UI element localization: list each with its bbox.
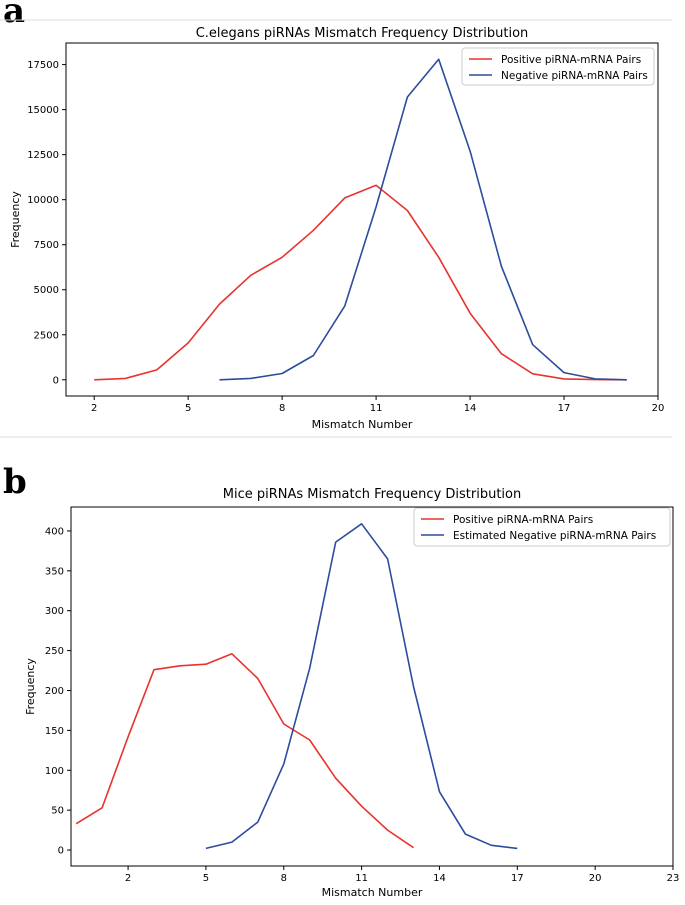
y-tick-label: 5000	[34, 285, 59, 296]
panel-label-a: a	[3, 0, 25, 31]
x-axis-label: Mismatch Number	[322, 886, 423, 899]
series-line-positive	[75, 652, 414, 849]
panel-label-b: b	[3, 462, 27, 502]
series-line-negative	[219, 58, 627, 381]
chart-celegans: C.elegans piRNAs Mismatch Frequency Dist…	[9, 26, 664, 431]
legend-entry-negative: Estimated Negative piRNA-mRNA Pairs	[453, 530, 656, 542]
x-tick-label: 2	[91, 403, 97, 414]
x-tick-label: 14	[464, 403, 477, 414]
x-tick-label: 14	[433, 873, 446, 884]
chart-title: Mice piRNAs Mismatch Frequency Distribut…	[223, 487, 522, 502]
x-tick-label: 20	[652, 403, 665, 414]
y-tick-label: 200	[45, 686, 64, 697]
legend-box	[413, 507, 671, 547]
legend-entry-positive: Positive piRNA-mRNA Pairs	[501, 54, 641, 66]
x-tick-label: 20	[589, 873, 602, 884]
chart-mice: Mice piRNAs Mismatch Frequency Distribut…	[24, 487, 679, 899]
x-tick-label: 8	[281, 873, 287, 884]
x-tick-label: 11	[355, 873, 368, 884]
series-line-positive	[94, 184, 627, 381]
y-tick-label: 250	[45, 646, 64, 657]
y-tick-label: 10000	[27, 195, 59, 206]
legend-entry-negative: Negative piRNA-mRNA Pairs	[501, 70, 648, 82]
legend-entry-positive: Positive piRNA-mRNA Pairs	[453, 514, 593, 526]
x-tick-label: 5	[185, 403, 191, 414]
y-axis-label: Frequency	[24, 658, 37, 715]
y-axis-label: Frequency	[9, 191, 22, 248]
y-tick-label: 17500	[27, 60, 59, 71]
x-axis-label: Mismatch Number	[312, 418, 413, 431]
legend-box	[461, 47, 655, 86]
y-tick-label: 0	[58, 846, 64, 857]
plot-frame	[65, 42, 659, 397]
y-tick-label: 350	[45, 566, 64, 577]
x-tick-label: 23	[667, 873, 680, 884]
plot-frame	[70, 506, 674, 867]
y-tick-label: 100	[45, 766, 64, 777]
x-tick-label: 17	[558, 403, 571, 414]
x-tick-label: 8	[279, 403, 285, 414]
series-line-negative	[205, 522, 518, 850]
x-tick-label: 11	[370, 403, 383, 414]
x-tick-label: 17	[511, 873, 524, 884]
y-tick-label: 12500	[27, 150, 59, 161]
chart-title: C.elegans piRNAs Mismatch Frequency Dist…	[196, 26, 529, 41]
y-tick-label: 2500	[34, 330, 59, 341]
y-tick-label: 150	[45, 726, 64, 737]
y-tick-label: 7500	[34, 240, 59, 251]
y-tick-label: 0	[53, 375, 59, 386]
y-tick-label: 300	[45, 606, 64, 617]
x-tick-label: 2	[125, 873, 131, 884]
x-tick-label: 5	[203, 873, 209, 884]
y-tick-label: 400	[45, 526, 64, 537]
y-tick-label: 15000	[27, 105, 59, 116]
y-tick-label: 50	[51, 806, 64, 817]
